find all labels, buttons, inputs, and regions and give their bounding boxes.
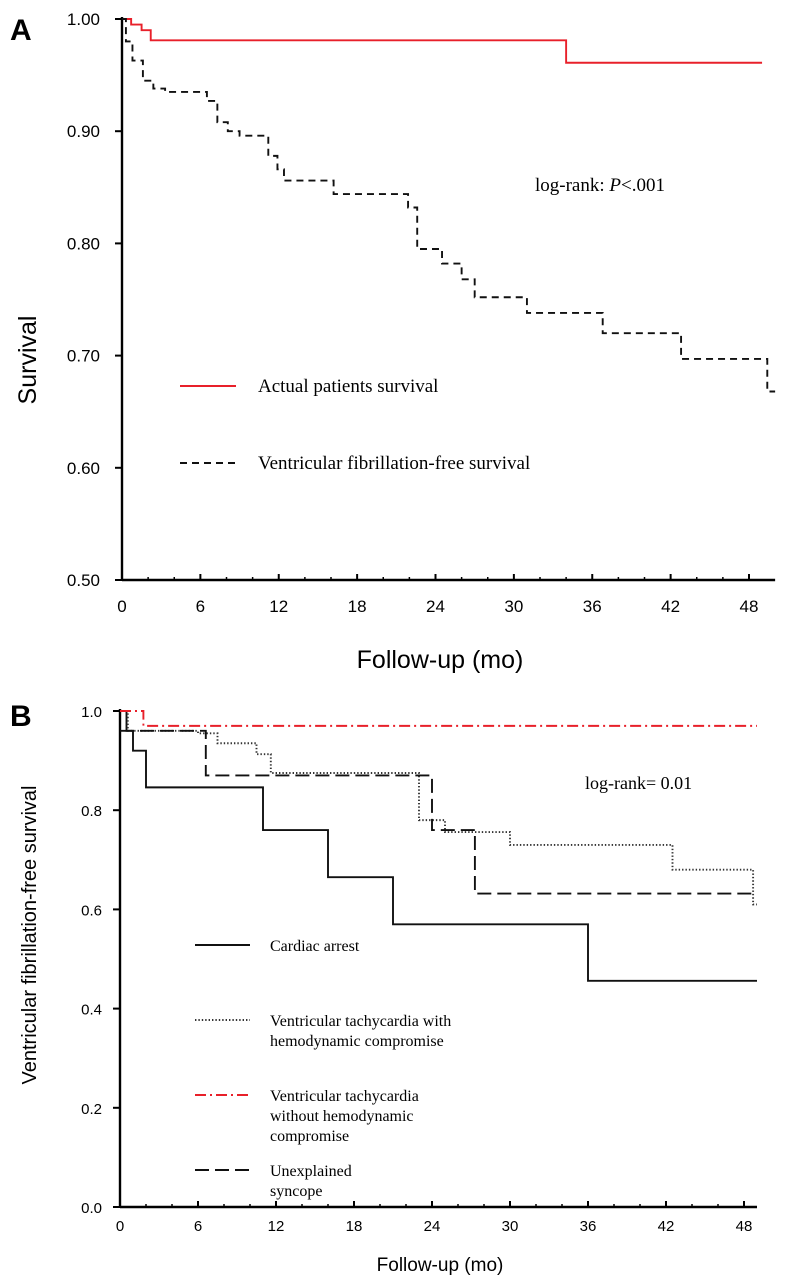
x-tick-label: 42: [661, 597, 680, 616]
y-tick-label: 0.4: [81, 1002, 102, 1019]
y-tick-label: 0.0: [81, 1200, 102, 1217]
legend-label: Actual patients survival: [258, 376, 438, 397]
log-rank-annotation: log-rank= 0.01: [585, 773, 692, 793]
panel-label: B: [10, 700, 32, 733]
y-tick-label: 1.00: [67, 10, 100, 29]
x-tick-label: 36: [580, 1218, 597, 1235]
series-line: [120, 729, 757, 895]
y-tick-label: 1.0: [81, 704, 102, 721]
x-tick-label: 6: [196, 597, 205, 616]
x-tick-label: 6: [194, 1218, 202, 1235]
legend-label: Cardiac arrest: [270, 938, 360, 955]
x-tick-label: 36: [583, 597, 602, 616]
x-tick-label: 18: [348, 597, 367, 616]
y-tick-label: 0.80: [67, 234, 100, 253]
x-tick-label: 24: [424, 1218, 441, 1235]
panel-label: A: [10, 14, 32, 47]
panel-a: A 0 6 12 18 24 30 36 42 48 0.50 0.60 0.70 0.80 0.90 1.0…: [10, 10, 776, 674]
series-line: [122, 18, 776, 393]
x-tick-label: 48: [736, 1218, 753, 1235]
y-axis-label: Survival: [14, 316, 42, 405]
series-line: [120, 710, 757, 906]
y-tick-label: 0.8: [81, 803, 102, 820]
y-tick-label: 0.6: [81, 902, 102, 919]
legend-label: Unexplained syncope: [270, 1163, 352, 1200]
legend-label: Ventricular fibrillation-free survival: [258, 453, 530, 474]
x-axis-label: Follow-up (mo): [377, 1255, 504, 1276]
y-tick-label: 0.90: [67, 122, 100, 141]
y-tick-label: 0.60: [67, 459, 100, 478]
x-tick-label: 0: [116, 1218, 124, 1235]
x-axis-label: Follow-up (mo): [357, 646, 524, 674]
y-tick-label: 0.50: [67, 571, 100, 590]
y-tick-label: 0.70: [67, 347, 100, 366]
x-tick-label: 18: [346, 1218, 363, 1235]
series-line: [120, 710, 757, 982]
panel-b: B 0 6 12 18 24 30 36 42 48 0.0 0.2 0.4 0.6 0.8 1.0 Follo…: [10, 700, 757, 1276]
x-tick-label: 30: [504, 597, 523, 616]
x-tick-label: 42: [658, 1218, 675, 1235]
x-tick-label: 0: [117, 597, 126, 616]
y-tick-label: 0.2: [81, 1101, 102, 1118]
x-tick-label: 12: [269, 597, 288, 616]
y-axis-label: Ventricular fibrillation-free survival: [19, 785, 41, 1084]
x-tick-label: 48: [740, 597, 759, 616]
series-line: [122, 18, 763, 64]
x-tick-label: 30: [502, 1218, 519, 1235]
log-rank-annotation: log-rank: P<.001: [535, 175, 665, 196]
legend-label: Ventricular tachycardia with hemodynamic …: [270, 1013, 451, 1050]
series-line: [120, 710, 757, 727]
x-tick-label: 12: [268, 1218, 285, 1235]
x-tick-label: 24: [426, 597, 445, 616]
legend-label: Ventricular tachycardia without hemodynam…: [270, 1088, 419, 1145]
